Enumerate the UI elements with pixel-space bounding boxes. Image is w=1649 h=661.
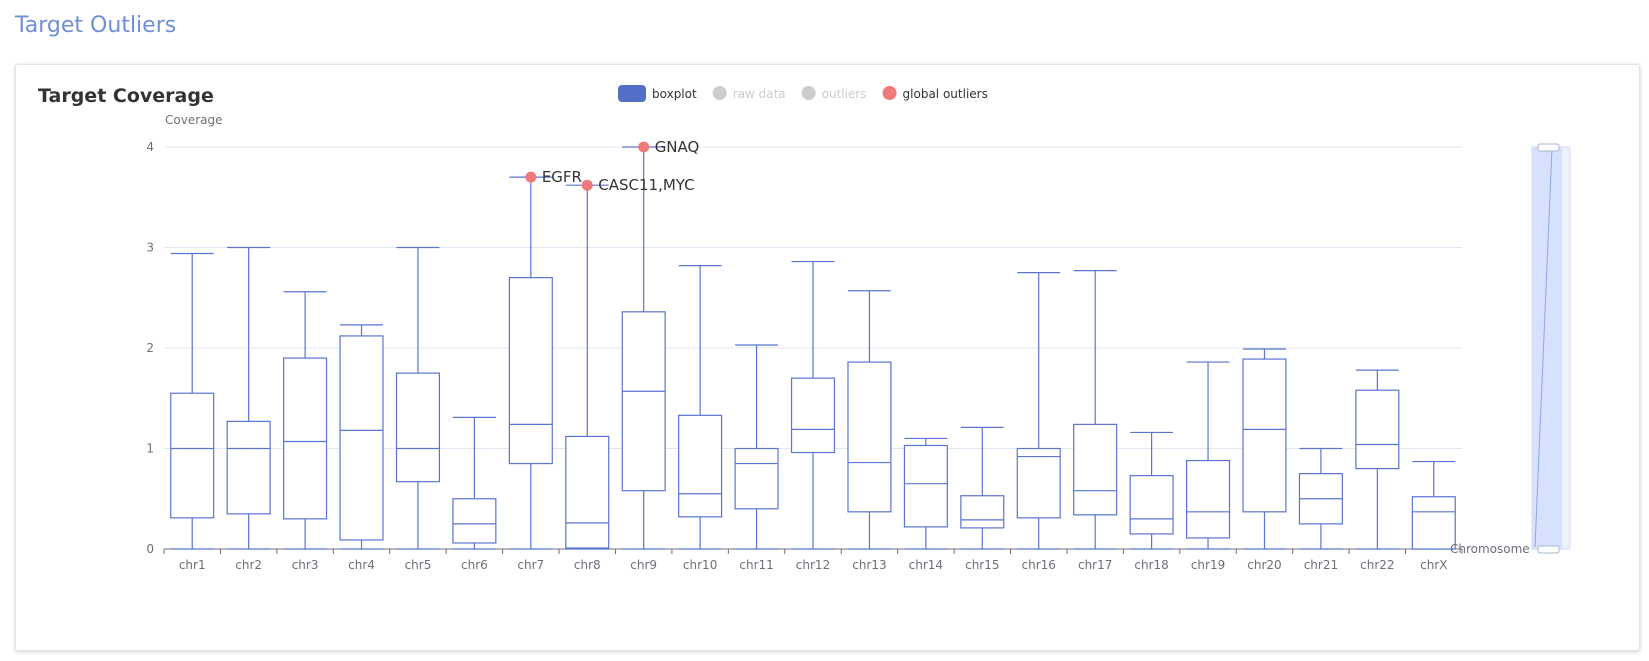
legend-circle-icon[interactable] (712, 86, 727, 100)
box-chr4[interactable] (339, 335, 384, 541)
box-chr10[interactable] (678, 414, 723, 518)
x-tick-label: chr9 (630, 558, 657, 572)
x-tick-label: chr17 (1078, 558, 1112, 572)
x-tick-label: chr18 (1134, 558, 1168, 572)
box-chr11[interactable] (734, 447, 779, 510)
legend-circle-icon[interactable] (801, 86, 816, 100)
global-outlier-point[interactable] (525, 171, 537, 183)
x-axis-label: Chromosome (1450, 542, 1530, 556)
x-tick-label: chr2 (235, 558, 262, 572)
x-tick-label: chr11 (739, 558, 773, 572)
y-tick-label: 0 (146, 542, 154, 556)
box-chr7[interactable] (508, 277, 553, 465)
x-tick-label: chr13 (852, 558, 886, 572)
box-chr22[interactable] (1355, 389, 1400, 470)
x-tick-label: chr21 (1304, 558, 1338, 572)
y-tick-label: 2 (146, 341, 154, 355)
zoom-slider-window[interactable] (1532, 147, 1562, 549)
x-tick-label: chr8 (574, 558, 601, 572)
x-tick-label: chr19 (1191, 558, 1225, 572)
x-tick-label: chr14 (909, 558, 943, 572)
x-tick-label: chrX (1420, 558, 1447, 572)
box-chr20[interactable] (1242, 358, 1287, 513)
x-tick-label: chr1 (179, 558, 206, 572)
legend-item-label[interactable]: outliers (822, 87, 867, 101)
legend-item-label[interactable]: raw data (733, 87, 786, 101)
y-tick-label: 4 (146, 140, 154, 154)
outlier-label: GNAQ (655, 138, 700, 156)
global-outlier-point[interactable] (638, 141, 650, 153)
page-title: Target Outliers (15, 13, 177, 38)
x-tick-label: chr10 (683, 558, 717, 572)
box-chr15[interactable] (960, 495, 1005, 529)
legend-boxplot-icon[interactable] (618, 85, 646, 102)
outlier-label: EGFR (542, 168, 582, 186)
legend-item-label[interactable]: global outliers (903, 87, 988, 101)
outlier-label: CASC11,MYC (598, 176, 694, 194)
global-outlier-point[interactable] (581, 179, 593, 191)
x-tick-label: chr22 (1360, 558, 1394, 572)
box-chr18[interactable] (1129, 475, 1174, 535)
zoom-handle-bottom[interactable] (1537, 545, 1560, 554)
box-chr6[interactable] (452, 498, 497, 544)
x-tick-label: chr5 (405, 558, 432, 572)
box-chr3[interactable] (283, 357, 328, 520)
box-chr17[interactable] (1073, 423, 1118, 516)
box-chr16[interactable] (1016, 447, 1061, 519)
legend-item-label[interactable]: boxplot (652, 87, 697, 101)
box-chr14[interactable] (903, 444, 948, 528)
legend-circle-icon[interactable] (882, 86, 897, 100)
x-tick-label: chr15 (965, 558, 999, 572)
box-chr19[interactable] (1185, 459, 1231, 539)
zoom-handle-top[interactable] (1537, 143, 1560, 152)
x-tick-label: chr16 (1022, 558, 1056, 572)
x-tick-label: chr7 (517, 558, 544, 572)
x-tick-label: chr20 (1247, 558, 1281, 572)
box-chr12[interactable] (790, 377, 836, 454)
box-chr5[interactable] (395, 372, 441, 483)
x-tick-label: chr12 (796, 558, 830, 572)
chart-title: Target Coverage (38, 85, 214, 107)
box-chr8[interactable] (565, 435, 610, 549)
zoom-slider-shadow-line (1534, 147, 1553, 548)
y-axis-label: Coverage (165, 113, 223, 127)
box-chr13[interactable] (847, 361, 892, 513)
box-chr1[interactable] (170, 392, 215, 519)
x-tick-label: chr4 (348, 558, 375, 572)
box-chr2[interactable] (226, 420, 271, 515)
x-tick-label: chr6 (461, 558, 488, 572)
box-chrX[interactable] (1411, 496, 1456, 550)
x-tick-label: chr3 (292, 558, 319, 572)
y-tick-label: 3 (146, 241, 154, 255)
box-chr9[interactable] (621, 311, 666, 492)
y-tick-label: 1 (146, 442, 154, 456)
